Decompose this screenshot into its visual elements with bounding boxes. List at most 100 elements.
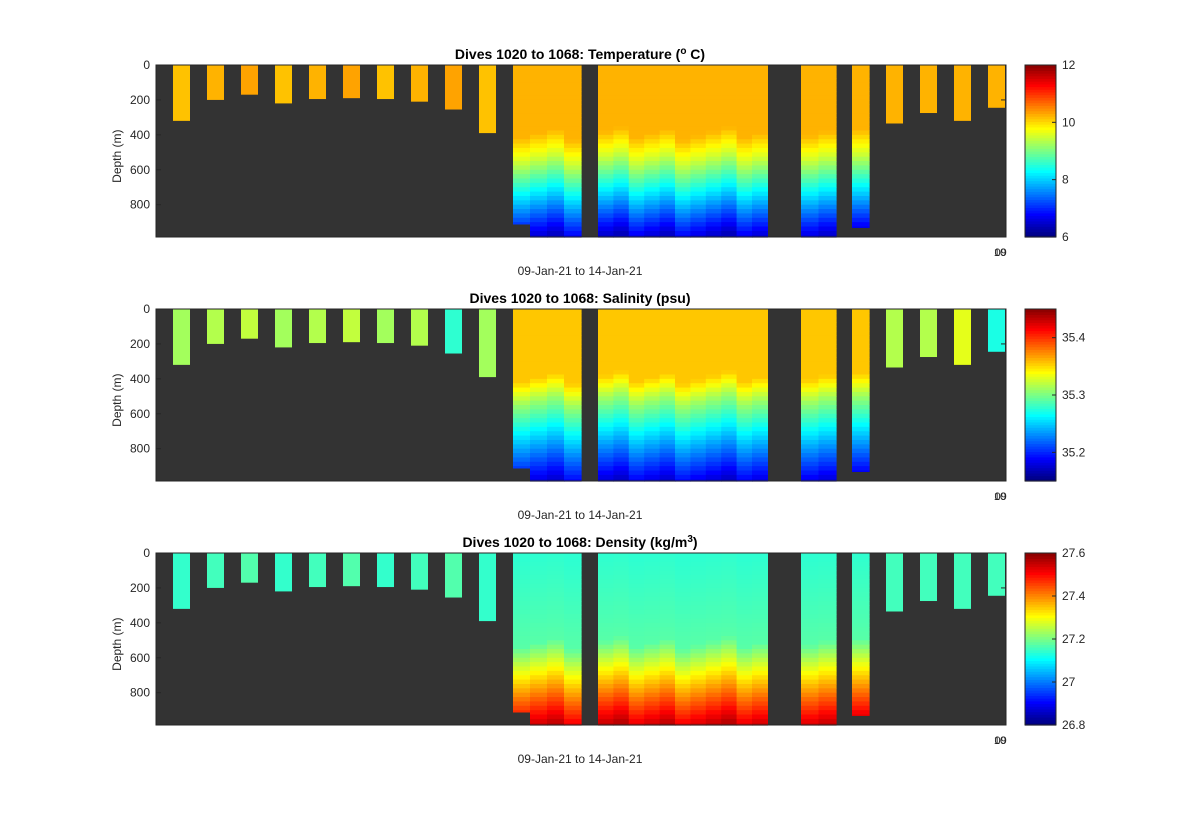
- profile-cell: [513, 566, 531, 572]
- dive-column: [207, 65, 224, 100]
- profile-cell: [564, 117, 582, 123]
- profile-cell: [628, 104, 645, 110]
- profile-cell: [564, 99, 582, 105]
- profile-cell: [598, 609, 614, 615]
- profile-cell: [801, 230, 820, 236]
- profile-cell: [752, 95, 768, 101]
- profile-cell: [705, 570, 722, 576]
- profile-cell: [613, 601, 630, 606]
- profile-cell: [598, 99, 614, 105]
- profile-cell: [613, 675, 630, 681]
- profile-cell: [705, 235, 722, 238]
- profile-cell: [598, 657, 614, 663]
- profile-cell: [547, 322, 565, 328]
- profile-cell: [801, 457, 820, 463]
- profile-cell: [801, 182, 820, 188]
- profile-cell: [513, 622, 531, 628]
- profile-cell: [801, 605, 820, 611]
- chart-title: Dives 1020 to 1068: Temperature (o C): [455, 46, 705, 63]
- profile-cell: [852, 343, 870, 349]
- profile-cell: [644, 710, 661, 716]
- profile-cell: [644, 461, 661, 467]
- profile-cell: [705, 178, 722, 184]
- profile-cell: [564, 566, 582, 572]
- profile-cell: [530, 139, 548, 145]
- profile-cell: [659, 91, 676, 97]
- profile-cell: [613, 439, 630, 445]
- profile-cell: [818, 147, 837, 153]
- profile-cell: [628, 165, 645, 171]
- profile-cell: [564, 335, 582, 341]
- profile-cell: [613, 553, 630, 558]
- profile-cell: [598, 448, 614, 454]
- profile-cell: [613, 405, 630, 411]
- colorbar-segment: [1025, 435, 1056, 439]
- profile-cell: [613, 561, 630, 567]
- profile-cell: [530, 631, 548, 637]
- profile-cell: [736, 313, 753, 319]
- profile-cell: [721, 431, 738, 437]
- colorbar-segment: [1025, 172, 1056, 176]
- profile-cell: [530, 322, 548, 328]
- profile-cell: [644, 357, 661, 362]
- profile-cell: [852, 130, 870, 136]
- colorbar-segment: [1025, 601, 1056, 605]
- profile-cell: [530, 675, 548, 681]
- profile-cell: [705, 117, 722, 123]
- profile-cell: [690, 91, 707, 97]
- profile-cell: [801, 714, 820, 720]
- profile-cell: [801, 448, 820, 454]
- profile-cell: [705, 161, 722, 167]
- profile-cell: [644, 622, 661, 628]
- profile-cell: [752, 191, 768, 197]
- profile-cell: [644, 178, 661, 184]
- y-tick-label: 800: [130, 686, 150, 700]
- profile-cell: [736, 662, 753, 668]
- colorbar-segment: [1025, 606, 1056, 611]
- profile-cell: [675, 622, 691, 628]
- profile-cell: [564, 627, 582, 633]
- profile-cell: [644, 566, 661, 572]
- profile-cell: [513, 317, 531, 323]
- colorbar-tick-label: 27.4: [1062, 589, 1086, 603]
- profile-cell: [752, 182, 768, 188]
- profile-cell: [598, 313, 614, 319]
- profile-cell: [801, 596, 820, 602]
- profile-cell: [801, 374, 820, 380]
- profile-cell: [547, 117, 565, 123]
- profile-cell: [705, 217, 722, 223]
- colorbar-segment: [1025, 438, 1056, 442]
- colorbar-segment: [1025, 341, 1056, 345]
- profile-cell: [801, 82, 820, 88]
- profile-cell: [613, 108, 630, 114]
- profile-cell: [513, 444, 531, 450]
- profile-cell: [598, 601, 614, 606]
- colorbar-tick-label: 27: [1062, 675, 1076, 689]
- profile-cell: [818, 627, 837, 633]
- profile-cell: [644, 156, 661, 162]
- profile-cell: [564, 396, 582, 402]
- profile-cell: [628, 370, 645, 376]
- profile-cell: [675, 461, 691, 467]
- profile-cell: [513, 365, 531, 371]
- profile-cell: [752, 723, 768, 726]
- profile-cell: [736, 108, 753, 114]
- profile-cell: [675, 230, 691, 236]
- profile-cell: [644, 213, 661, 219]
- profile-cell: [644, 152, 661, 158]
- profile-cell: [705, 697, 722, 703]
- profile-cell: [736, 718, 753, 724]
- profile-cell: [530, 396, 548, 402]
- profile-cell: [675, 383, 691, 389]
- profile-cell: [752, 662, 768, 668]
- profile-cell: [721, 335, 738, 341]
- colorbar-segment: [1025, 317, 1056, 321]
- profile-cell: [628, 335, 645, 341]
- profile-cell: [852, 165, 870, 171]
- dive-column: [445, 553, 462, 598]
- profile-cell: [675, 317, 691, 323]
- profile-cell: [818, 191, 837, 197]
- profile-cell: [659, 343, 676, 349]
- profile-cell: [598, 614, 614, 620]
- profile-cell: [705, 108, 722, 114]
